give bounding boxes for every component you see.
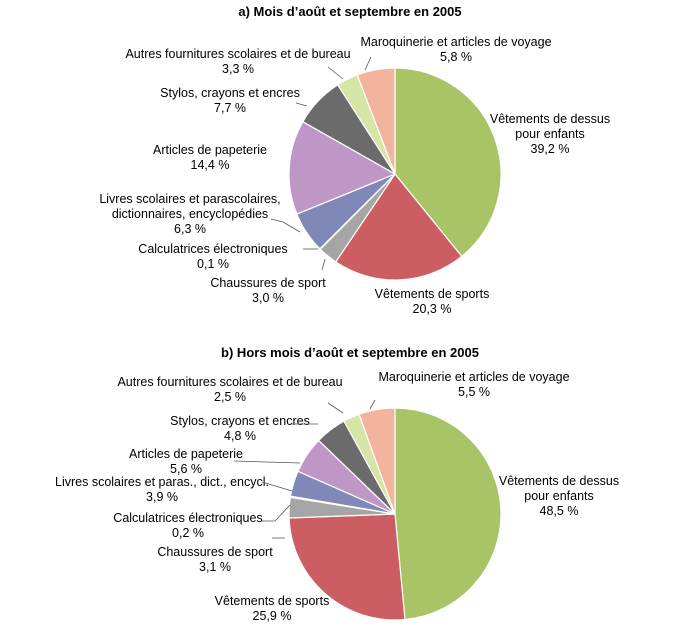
chart-b-title: b) Hors mois d’août et septembre en 2005 — [221, 345, 479, 360]
chart-b-slice-maroquinerie-et-articles-de-voyage — [358, 407, 396, 515]
chart-a-label-livres-scolaires-et-parascolaires-dictionnaires-encyclopedies: Livres scolaires et parascolaires, dictio… — [99, 192, 280, 236]
chart-b-label-autres-fournitures-scolaires-et-de-bureau: Autres fournitures scolaires et de burea… — [117, 375, 342, 404]
chart-b-leader-maroquinerie-et-articles-de-voyage — [369, 399, 376, 410]
chart-b-label-chaussures-de-sport: Chaussures de sport 3,1 % — [157, 545, 273, 574]
chart-a-leader-chaussures-de-sport — [321, 258, 326, 271]
chart-b-label-stylos-crayons-et-encres: Stylos, crayons et encres 4,8 % — [170, 414, 310, 443]
chart-a-labels: Vêtements de dessus pour enfants 39,2 % Vêt… — [99, 35, 610, 316]
chart-a-slice-maroquinerie-et-articles-de-voyage — [356, 67, 396, 175]
chart-b-labels: Vêtements de dessus pour enfants 48,5 % Vêt… — [55, 370, 619, 623]
chart-b-label-maroquinerie-et-articles-de-voyage: Maroquinerie et articles de voyage 5,5 % — [378, 370, 569, 399]
chart-b-slice-vetements-de-dessus-pour-enfants — [394, 407, 502, 621]
chart-b-leader-calculatrices-electroniques — [262, 504, 291, 522]
chart-b-leader-articles-de-papeterie — [233, 460, 301, 464]
chart-a-label-autres-fournitures-scolaires-et-de-bureau: Autres fournitures scolaires et de burea… — [125, 47, 350, 76]
chart-a-leader-livres-scolaires-et-parascolaires-dictionnaires-encyclopedies — [270, 218, 301, 233]
chart-a-label-articles-de-papeterie: Articles de papeterie 14,4 % — [153, 143, 267, 172]
chart-b-label-livres-scolaires-et-paras-dict-encycl: Livres scolaires et paras., dict., encyc… — [55, 475, 269, 504]
chart-b-label-articles-de-papeterie: Articles de papeterie 5,6 % — [129, 447, 243, 476]
chart-b-pie — [288, 407, 502, 621]
chart-a-slice-vetements-de-dessus-pour-enfants — [394, 67, 502, 258]
chart-a-slice-articles-de-papeterie — [288, 120, 397, 215]
chart-b-label-vetements-de-sports: Vêtements de sports 25,9 % — [215, 594, 330, 623]
chart-a-label-maroquinerie-et-articles-de-voyage: Maroquinerie et articles de voyage 5,8 % — [360, 35, 551, 64]
chart-a-label-vetements-de-sports: Vêtements de sports 20,3 % — [375, 287, 490, 316]
chart-a-leader-stylos-crayons-et-encres — [295, 102, 308, 107]
chart-a-leader-maroquinerie-et-articles-de-voyage — [364, 56, 372, 71]
chart-a-label-vetements-de-dessus-pour-enfants: Vêtements de dessus pour enfants 39,2 % — [490, 112, 610, 156]
chart-a-label-calculatrices-electroniques: Calculatrices électroniques 0,1 % — [138, 242, 287, 271]
chart-a-pie — [288, 67, 502, 281]
chart-a-label-stylos-crayons-et-encres: Stylos, crayons et encres 7,7 % — [160, 86, 300, 115]
chart-b-label-calculatrices-electroniques: Calculatrices électroniques 0,2 % — [113, 511, 262, 540]
chart-a-leader-autres-fournitures-scolaires-et-de-bureau — [327, 66, 344, 80]
chart-b-slice-vetements-de-sports — [288, 513, 406, 621]
chart-b-leader-autres-fournitures-scolaires-et-de-bureau — [327, 402, 344, 414]
chart-a-title: a) Mois d’août et septembre en 2005 — [238, 4, 461, 19]
chart-b-leader-livres-scolaires-et-paras-dict-encycl — [261, 481, 293, 492]
chart-a-slice-vetements-de-sports — [334, 172, 463, 281]
chart-b-label-vetements-de-dessus-pour-enfants: Vêtements de dessus pour enfants 48,5 % — [499, 474, 619, 518]
chart-a-label-chaussures-de-sport: Chaussures de sport 3,0 % — [210, 276, 326, 305]
